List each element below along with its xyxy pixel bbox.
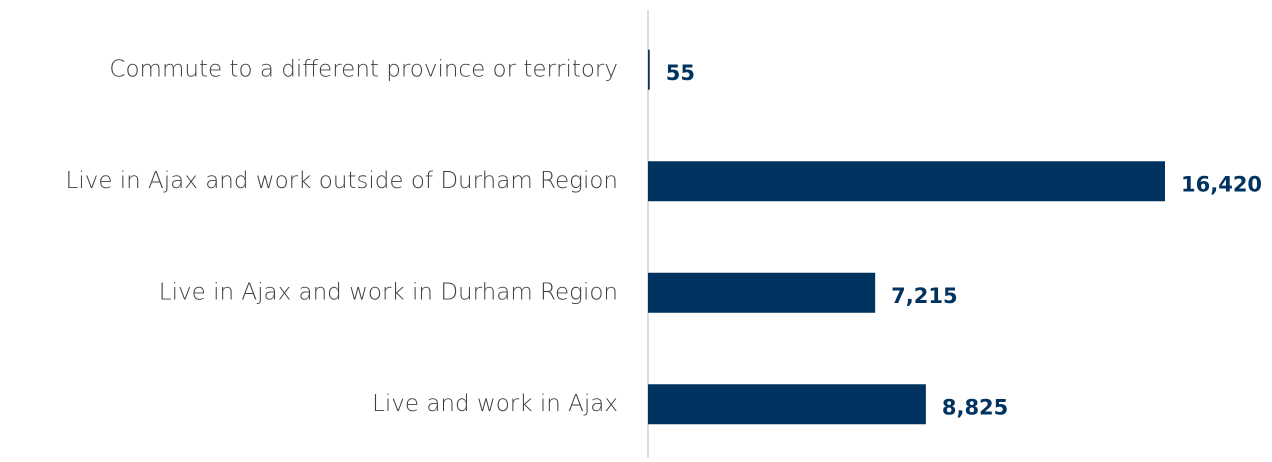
category-label: Commute to a different province or terri… <box>109 56 618 82</box>
bar <box>648 272 876 313</box>
value-label: 55 <box>666 61 695 85</box>
value-label: 16,420 <box>1181 172 1262 196</box>
category-label: Live in Ajax and work outside of Durham … <box>66 168 619 194</box>
bar <box>648 49 650 90</box>
value-label: 8,825 <box>942 395 1008 419</box>
category-label: Live in Ajax and work in Durham Region <box>159 279 618 305</box>
bar <box>648 384 926 425</box>
category-label: Live and work in Ajax <box>372 391 618 417</box>
bar <box>648 161 1165 202</box>
value-label: 7,215 <box>891 284 957 308</box>
